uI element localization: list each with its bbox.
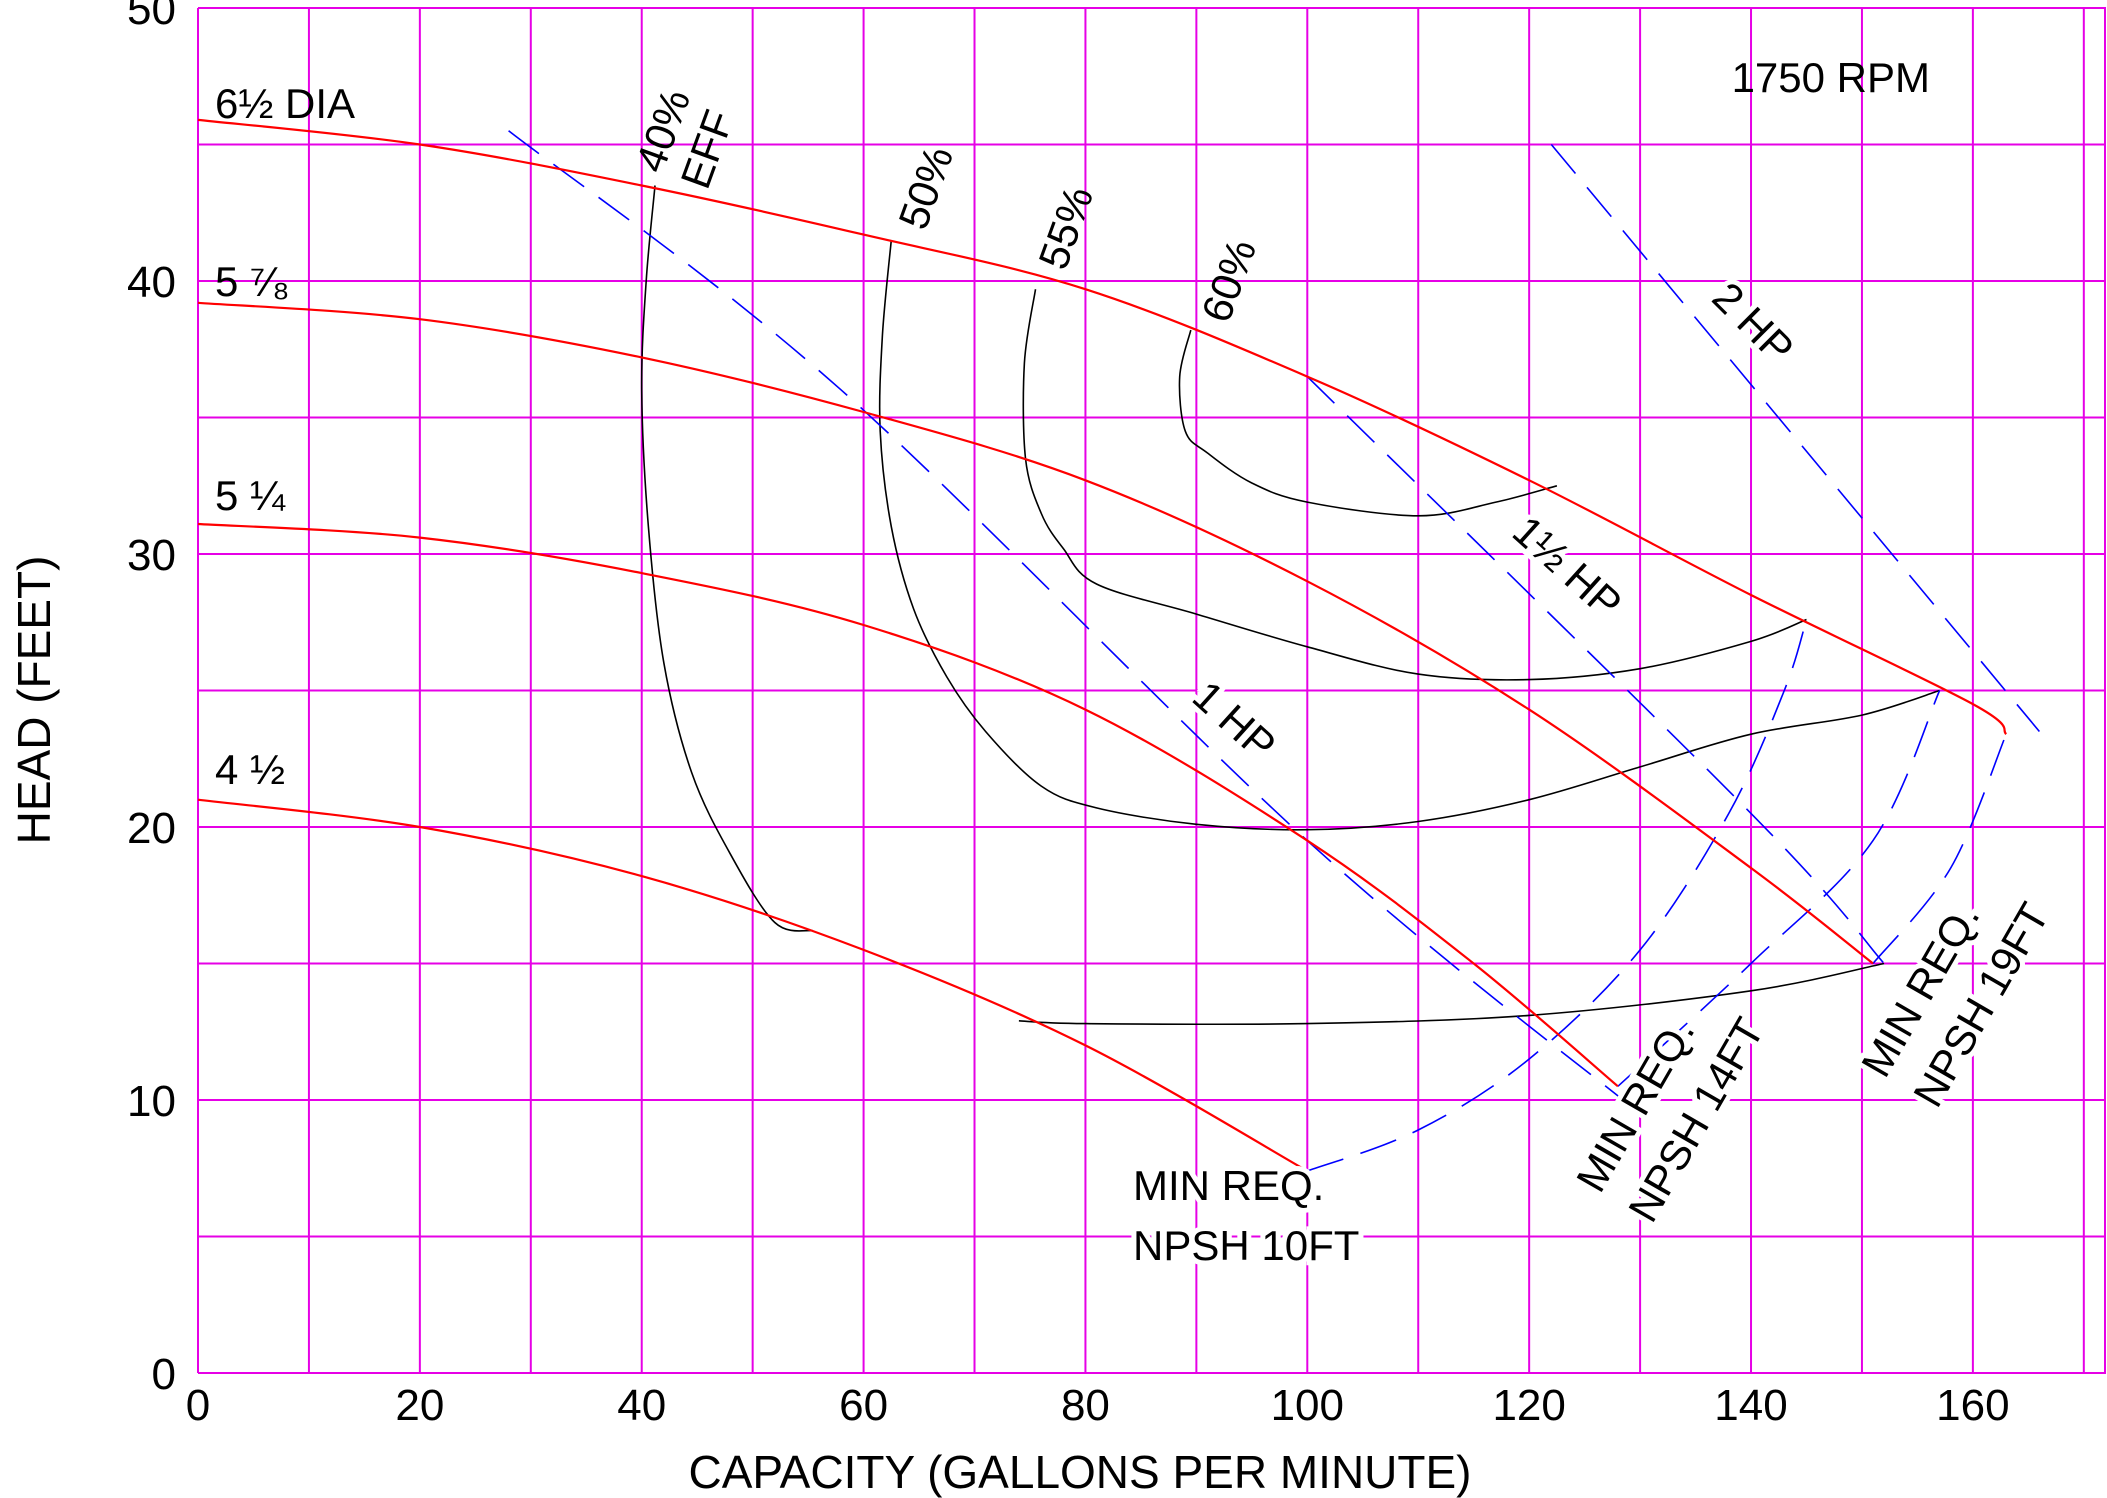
x-tick-label: 140 [1714,1381,1787,1430]
y-tick-label: 30 [127,531,176,580]
efficiency-curve [640,185,813,932]
x-tick-label: 20 [395,1381,444,1430]
impeller-curve [197,798,1308,1172]
impeller-curve [197,522,1619,1088]
impeller-label: 4 ½ [215,746,285,793]
x-tick-label: 160 [1936,1381,2009,1430]
x-tick-label: 100 [1271,1381,1344,1430]
efficiency-curves [640,185,1940,1026]
x-tick-label: 60 [839,1381,888,1430]
impeller-curve [197,118,2008,736]
y-tick-label: 10 [127,1077,176,1126]
impeller-label: 5 ¼ [215,472,286,519]
impeller-curve [197,301,1874,965]
x-tick-label: 0 [186,1381,210,1430]
impeller-label: 5 ⁷⁄₈ [215,258,290,305]
impeller-curves [197,118,2008,1172]
y-tick-label: 40 [127,258,176,307]
efficiency-curve [1018,962,1885,1026]
y-tick-label: 20 [127,804,176,853]
grid [197,7,2106,1374]
y-tick-label: 50 [127,0,176,34]
impeller-label: 6½ DIA [215,80,355,127]
npsh-line [1617,690,1941,1087]
x-tick-label: 40 [617,1381,666,1430]
tick-labels: 0 20 40 60 80 100 120 140 160 0 10 20 30 40 50 [127,0,2010,1430]
horsepower-line [508,130,1641,1115]
npsh-line [1307,619,1808,1172]
x-tick-label: 80 [1061,1381,1110,1430]
npsh-label: MIN REQ. NPSH 10FT [1133,1162,1359,1269]
x-axis-title: CAPACITY (GALLONS PER MINUTE) [689,1446,1472,1498]
y-axis-title: HEAD (FEET) [8,556,60,845]
horsepower-line [1306,376,1885,965]
horsepower-lines [508,130,2041,1115]
npsh-line [1872,733,2007,965]
npsh-lines [1307,619,2007,1172]
chart-title: 1750 RPM [1732,54,1930,101]
efficiency-curve [1178,329,1558,517]
y-tick-label: 0 [152,1350,176,1399]
efficiency-curve [878,239,1940,831]
x-tick-label: 120 [1492,1381,1565,1430]
horsepower-line [1550,143,2041,733]
